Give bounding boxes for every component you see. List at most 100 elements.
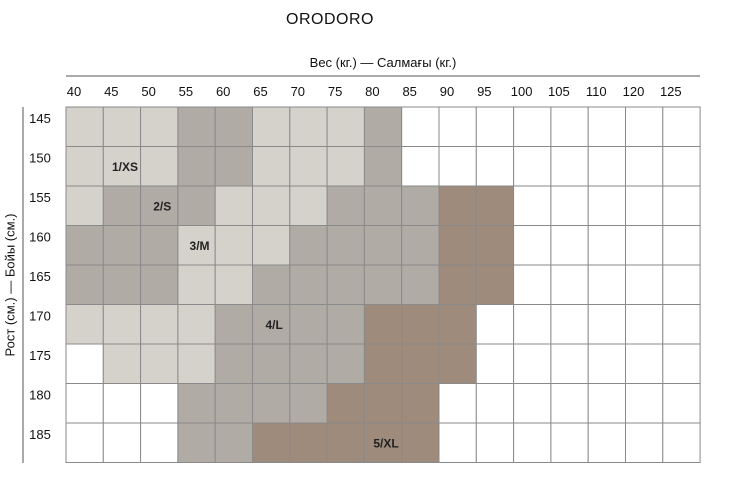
size-cell	[363, 383, 403, 424]
size-cell	[550, 422, 589, 463]
size-cell	[214, 146, 253, 187]
size-cell	[587, 383, 627, 424]
size-cell	[252, 225, 291, 266]
size-cell	[140, 106, 179, 147]
size-cell	[102, 185, 142, 226]
size-cell	[140, 343, 179, 384]
size-cell	[625, 264, 664, 305]
x-tick-label: 105	[548, 84, 570, 99]
size-cell	[289, 146, 328, 187]
size-cell	[289, 106, 328, 147]
size-cell	[662, 225, 701, 266]
size-label: 4/L	[265, 318, 282, 332]
size-cell	[513, 264, 552, 305]
size-cell	[550, 185, 589, 226]
size-cell	[326, 146, 365, 187]
x-tick-label: 80	[365, 84, 379, 99]
size-cell	[363, 343, 403, 384]
size-cell	[214, 304, 253, 345]
size-cell	[438, 304, 477, 345]
size-cell	[214, 185, 253, 226]
size-cell	[214, 343, 253, 384]
size-cell	[401, 422, 440, 463]
x-tick-label: 85	[402, 84, 416, 99]
size-cell	[662, 106, 701, 147]
size-cell	[513, 304, 552, 345]
size-cell	[102, 383, 142, 424]
y-tick-label: 180	[29, 388, 51, 403]
size-cell	[326, 304, 365, 345]
size-cell	[252, 383, 291, 424]
size-cell	[65, 343, 104, 384]
size-cell	[513, 185, 552, 226]
size-cell	[363, 106, 403, 147]
x-tick-label: 70	[291, 84, 305, 99]
size-cell	[177, 264, 216, 305]
size-cell	[65, 422, 104, 463]
size-cell	[475, 264, 515, 305]
size-cell	[214, 383, 253, 424]
size-cell	[177, 422, 216, 463]
y-tick-label: 155	[29, 190, 51, 205]
size-cell	[401, 225, 440, 266]
size-cell	[252, 106, 291, 147]
x-tick-label: 40	[67, 84, 81, 99]
size-cell	[438, 343, 477, 384]
size-cell	[662, 304, 701, 345]
y-tick-label: 185	[29, 427, 51, 442]
size-cell	[401, 185, 440, 226]
size-cell	[662, 264, 701, 305]
size-label: 3/M	[190, 239, 210, 253]
size-cell	[326, 185, 365, 226]
y-tick-label: 160	[29, 230, 51, 245]
x-tick-label: 65	[253, 84, 267, 99]
size-cell	[252, 146, 291, 187]
size-cell	[289, 304, 328, 345]
size-cell	[587, 225, 627, 266]
size-cell	[587, 106, 627, 147]
size-cell	[326, 225, 365, 266]
size-cell	[214, 264, 253, 305]
size-cell	[662, 422, 701, 463]
size-cell	[513, 146, 552, 187]
x-tick-label: 110	[586, 84, 607, 99]
size-cell	[401, 383, 440, 424]
size-cell	[363, 185, 403, 226]
size-cell	[214, 422, 253, 463]
size-cell	[438, 185, 477, 226]
y-tick-label: 145	[29, 111, 51, 126]
x-tick-label: 100	[511, 84, 533, 99]
size-cell	[550, 225, 589, 266]
size-cell	[625, 383, 664, 424]
size-cell	[363, 304, 403, 345]
size-cell	[252, 343, 291, 384]
size-cell	[65, 383, 104, 424]
size-cell	[363, 225, 403, 266]
size-cell	[625, 343, 664, 384]
size-cell	[177, 185, 216, 226]
size-cell	[587, 146, 627, 187]
size-cell	[140, 264, 179, 305]
size-label: 5/XL	[373, 436, 398, 450]
size-cell	[513, 106, 552, 147]
size-cell	[289, 343, 328, 384]
size-cell	[102, 106, 142, 147]
brand-title: ORODORO	[286, 11, 374, 28]
size-cell	[102, 422, 142, 463]
size-cell	[65, 185, 104, 226]
size-cell	[289, 185, 328, 226]
size-cell	[475, 146, 515, 187]
size-cell	[662, 383, 701, 424]
size-cell	[625, 185, 664, 226]
x-tick-label: 95	[477, 84, 491, 99]
size-cell	[177, 383, 216, 424]
size-cell	[401, 343, 440, 384]
size-cell	[550, 106, 589, 147]
size-cell	[363, 264, 403, 305]
size-cell	[475, 106, 515, 147]
size-cell	[65, 225, 104, 266]
size-cell	[475, 383, 515, 424]
y-tick-label: 170	[29, 309, 51, 324]
size-cell	[662, 343, 701, 384]
size-cell	[438, 422, 477, 463]
